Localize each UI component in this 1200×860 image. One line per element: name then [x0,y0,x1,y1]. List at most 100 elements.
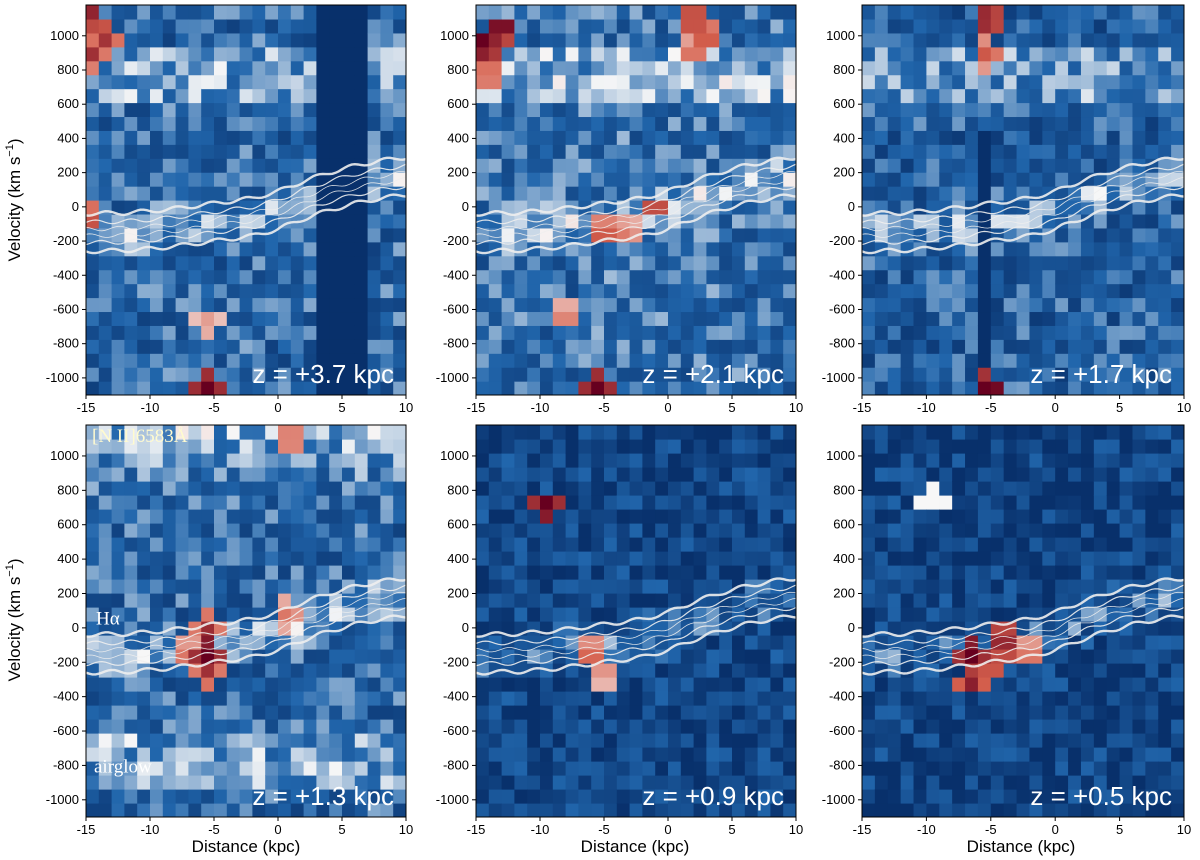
heatmap-cell [1055,467,1069,482]
heatmap-cell [367,213,381,229]
heatmap-cell [393,339,406,354]
heatmap-cell [162,255,177,271]
heatmap-cell [693,425,707,440]
heatmap-cell [226,130,241,145]
heatmap-cell [214,453,228,468]
xlabel-col-2: Distance (kpc) [967,837,1076,856]
heatmap-cell [1171,775,1184,790]
heatmap-cell [540,158,554,173]
heatmap-cell [887,339,902,354]
heatmap-cell [540,425,554,440]
heatmap-cell [111,102,125,118]
heatmap-cell [706,5,720,20]
heatmap-cell [862,425,876,440]
heatmap-cell [604,481,618,496]
heatmap-cell [668,46,682,62]
heatmap-cell [1145,663,1159,678]
heatmap-cell [642,130,656,145]
heatmap-cell [913,116,927,131]
heatmap-cell [278,677,292,692]
contour-line [862,193,1184,255]
heatmap-cell [226,691,241,706]
heatmap-cell [303,116,317,131]
heatmap-cell [990,579,1005,594]
heatmap-cell [111,200,125,215]
heatmap-cell [757,425,771,440]
heatmap-cell [137,663,151,678]
heatmap-cell [329,733,343,748]
heatmap-cell [98,353,113,368]
heatmap-cell [316,649,330,664]
heatmap-cell [642,635,656,650]
heatmap-cell [290,353,305,368]
heatmap-cell [1145,719,1159,734]
heatmap-cell [1093,353,1108,368]
heatmap-cell [329,425,343,440]
heatmap-cell [680,537,695,552]
heatmap-cell [1016,789,1031,804]
heatmap-cell [913,705,927,720]
heatmap-cell [514,761,528,776]
heatmap-cell [1016,663,1031,678]
heatmap-cell [1016,467,1031,482]
heatmap-cell [380,663,394,678]
heatmap-cell [1106,102,1121,118]
heatmap-cell [591,353,605,368]
heatmap-cell [201,130,215,145]
heatmap-cell [1029,74,1043,90]
heatmap-cell [693,255,707,271]
heatmap-cell [629,467,643,482]
heatmap-cell [1042,691,1056,706]
heatmap-cell [316,130,330,145]
heatmap-cell [527,467,541,482]
heatmap-cell [1080,88,1095,104]
heatmap-cell [239,733,253,748]
heatmap-cell [540,5,554,20]
heatmap-cell [900,158,915,173]
heatmap-cell [175,481,189,496]
heatmap-cell [329,269,343,285]
heatmap-cell [578,509,592,524]
heatmap-cell [591,144,605,159]
heatmap-cell [367,467,381,482]
heatmap-cell [862,761,876,776]
heatmap-cell [278,607,292,622]
heatmap-cell [565,5,579,20]
heatmap-cell [137,439,151,454]
heatmap-cell [316,635,330,650]
heatmap-cell [965,5,979,20]
heatmap-cell [239,241,253,257]
heatmap-cell [900,663,915,678]
heatmap-cell [162,649,177,664]
heatmap-cell [629,339,643,354]
heatmap-cell [965,677,979,692]
heatmap-cell [990,761,1005,776]
heatmap-cell [111,537,125,552]
heatmap-cell [488,509,503,524]
heatmap-cell [900,719,915,734]
heatmap-cell [783,663,796,678]
heatmap-cell [757,509,771,524]
heatmap-cell [862,255,876,271]
heatmap-cell [874,367,889,382]
heatmap-cell [540,761,554,776]
heatmap-cell [770,367,784,382]
heatmap-cell [604,283,618,299]
heatmap-cell [693,649,707,664]
heatmap-cell [252,144,266,159]
heatmap-cell [111,213,125,229]
heatmap-cell [367,621,381,636]
heatmap-cell [514,18,528,34]
heatmap-cell [98,339,113,354]
heatmap-cell [591,5,605,20]
heatmap-cell [150,551,164,566]
heatmap-cell [342,88,356,104]
heatmap-cell [1132,789,1146,804]
heatmap-cell [926,747,940,762]
heatmap-cell [1132,5,1146,20]
heatmap-cell [1068,747,1082,762]
heatmap-cell [965,269,979,285]
contour-line [86,193,406,255]
heatmap-cell [1132,325,1146,340]
heatmap-cell [1055,339,1069,354]
